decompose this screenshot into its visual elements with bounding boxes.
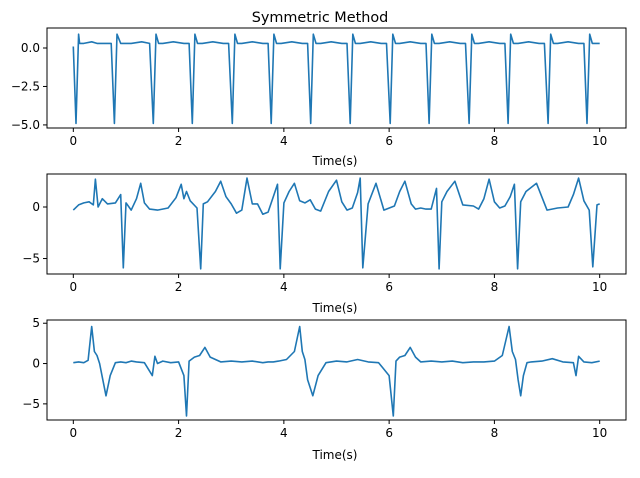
x-axis-label-middle: Time(s) [312,301,358,315]
y-tick-label: −5 [22,397,40,411]
x-tick-label: 8 [491,426,499,440]
x-tick-label: 2 [175,426,183,440]
y-tick-label: 0 [32,200,40,214]
axes-frame [46,319,627,421]
x-tick-label: 6 [385,280,393,294]
x-tick-label: 6 [385,134,393,148]
x-tick-label: 4 [280,426,288,440]
x-tick-label: 6 [385,426,393,440]
x-tick-label: 10 [592,426,607,440]
x-axis-label-top: Time(s) [312,154,358,168]
x-tick-label: 4 [280,134,288,148]
y-tick-label: 0.0 [21,41,40,55]
y-tick-label: −5.0 [11,118,40,132]
x-tick-label: 8 [491,134,499,148]
x-tick-label: 8 [491,280,499,294]
x-tick-label: 2 [175,134,183,148]
x-tick-label: 0 [69,426,77,440]
series-line-0-0 [72,33,600,125]
axes-frame [46,27,627,129]
x-axis-label-bottom: Time(s) [312,448,358,462]
chart-title: Symmetric Method [252,10,389,26]
subplot-top: 0 2 4 6 8 10 0.0 −2.5 −5.0 [11,27,627,148]
subplot-bottom: 0 2 4 6 8 10 5 0 −5 [22,316,627,440]
y-tick-label: 0 [32,357,40,371]
y-tick-label: −2.5 [11,79,40,93]
x-tick-label: 10 [592,134,607,148]
series-line-1-0 [72,177,600,270]
y-tick-label: −5 [22,252,40,266]
y-tick-label: 5 [32,316,40,330]
x-tick-label: 10 [592,280,607,294]
x-tick-label: 0 [69,280,77,294]
series-line-2-0 [73,325,600,417]
x-tick-label: 0 [69,134,77,148]
axes-frame [46,173,627,275]
subplot-middle: 0 2 4 6 8 10 0 −5 [22,173,627,294]
x-tick-label: 2 [175,280,183,294]
x-tick-label: 4 [280,280,288,294]
